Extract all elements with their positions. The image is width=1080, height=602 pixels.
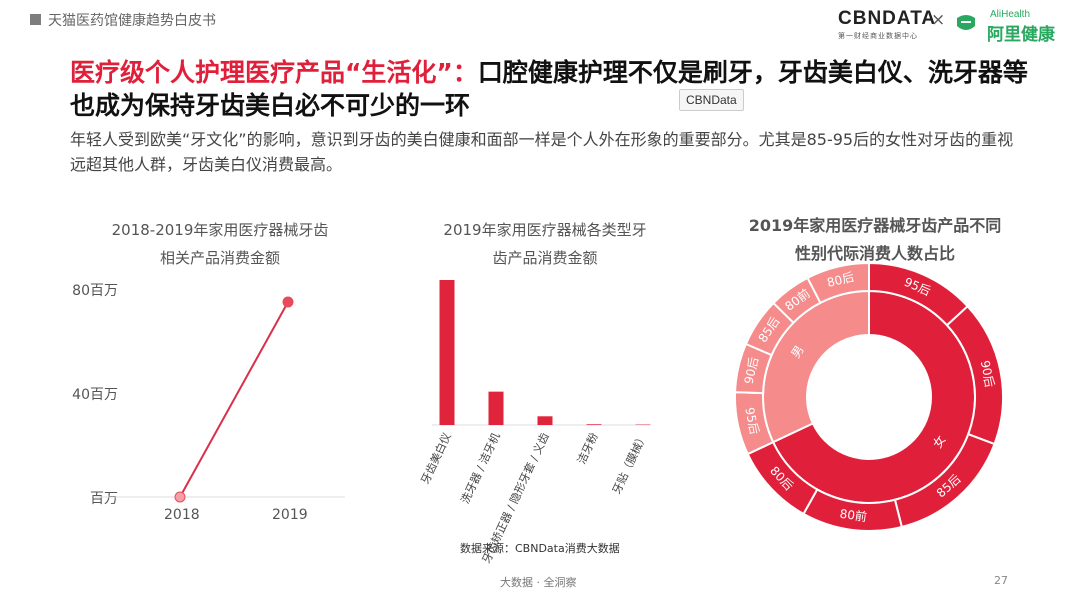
- report-title: 天猫医药馆健康趋势白皮书: [48, 13, 216, 29]
- chart2-bar-1: [439, 280, 455, 425]
- alihealth-logo-cn: 阿里健康: [987, 25, 1055, 45]
- cbndata-tooltip: CBNData: [679, 89, 744, 111]
- headline-body: 口腔健康护理不仅是刷牙，牙齿美白仪、洗牙器等也成为保持牙齿美白必不可少的一环: [70, 58, 1028, 120]
- chart2-title-line1: 2019年家用医疗器械各类型牙: [443, 221, 647, 239]
- chart1-point-2018: [174, 491, 186, 503]
- page-footer: 大数据 · 全洞察: [500, 576, 577, 589]
- chart1-title: 2018-2019年家用医疗器械牙齿 相关产品消费金额: [80, 216, 360, 272]
- chart3-outer-label: 95后: [742, 406, 761, 436]
- chart1-series-line: [179, 301, 289, 498]
- chart1-y-tick-label: 40百万: [72, 387, 118, 403]
- header-square-icon: [30, 14, 41, 25]
- alihealth-logo-icon: [957, 15, 975, 30]
- page-header: 天猫医药馆健康趋势白皮书 CBNDATA 第一财经商业数据中心 × AliHea…: [0, 0, 1080, 46]
- page-subtext: 年轻人受到欧美“牙文化”的影响，意识到牙齿的美白健康和面部一样是个人外在形象的重…: [70, 130, 1014, 174]
- chart3-outer-label: 90后: [742, 356, 762, 386]
- chart3-outer-segment: [806, 261, 870, 305]
- chart1-title-line2: 相关产品消费金额: [159, 249, 280, 267]
- page-headline: 医疗级个人护理医疗产品“生活化”：口腔健康护理不仅是刷牙，牙齿美白仪、洗牙器等也…: [70, 56, 1030, 122]
- chart3-outer-label: 90后: [978, 359, 997, 388]
- chart2-title-line2: 齿产品消费金额: [492, 249, 598, 267]
- page-number: 27: [994, 574, 1008, 587]
- data-source-note: 数据来源：CBNData消费大数据: [460, 542, 620, 555]
- chart3-outer-label: 80后: [826, 270, 856, 290]
- chart2-title: 2019年家用医疗器械各类型牙 齿产品消费金额: [405, 216, 685, 272]
- chart3-title-line2: 性别代际消费人数占比: [794, 244, 955, 263]
- partner-times-sign: ×: [931, 10, 946, 30]
- chart1-x-label-2018: 2018: [164, 507, 200, 523]
- chart1-y-tick-label: 80百万: [72, 283, 118, 299]
- chart3-outer-label: 80前: [839, 506, 868, 524]
- chart1-y-tick-label: 百万: [90, 491, 118, 507]
- chart3-title-line1: 2019年家用医疗器械牙齿产品不同: [748, 216, 1002, 235]
- chart2-bar-2: [488, 391, 504, 425]
- chart1-title-line1: 2018-2019年家用医疗器械牙齿: [111, 221, 329, 239]
- chart1-point-2019: [282, 296, 294, 308]
- chart1-x-label-2019: 2019: [272, 507, 308, 523]
- headline-highlight: 医疗级个人护理医疗产品“生活化”：: [70, 58, 478, 87]
- alihealth-logo-en: AliHealth: [990, 9, 1031, 20]
- cbndata-logo-subtitle: 第一财经商业数据中心: [838, 32, 918, 40]
- chart2-bar-3: [537, 416, 553, 425]
- chart3-title: 2019年家用医疗器械牙齿产品不同 性别代际消费人数占比: [720, 212, 1030, 268]
- cbndata-logo: CBNDATA: [838, 8, 937, 29]
- chart2-bar-4: [586, 424, 602, 425]
